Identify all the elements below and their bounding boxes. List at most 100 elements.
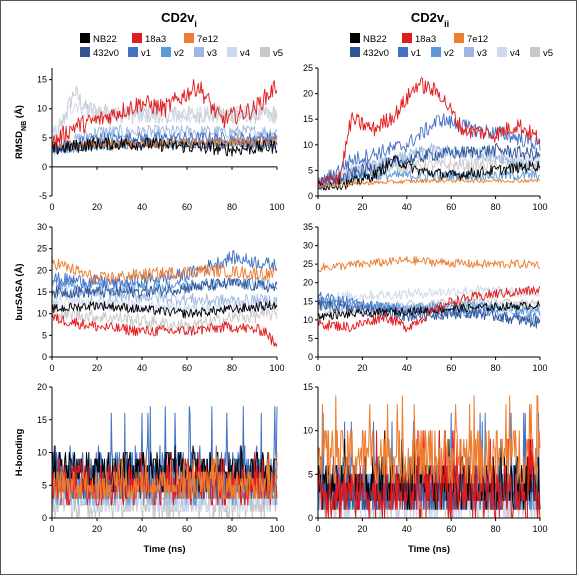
- legend-label: v1: [141, 48, 151, 59]
- series-line-v3: [317, 143, 541, 192]
- series-line-7e12: [317, 256, 541, 273]
- x-tick-label: 80: [491, 363, 501, 373]
- series-line-7e12: [317, 178, 541, 188]
- series-line-v1: [317, 113, 541, 190]
- series-line-7e12: [51, 452, 278, 499]
- legend-label: v2: [444, 48, 454, 59]
- x-tick-label: 60: [182, 202, 192, 212]
- y-axis-label: burSASA (Å): [14, 263, 25, 320]
- series-line-7e12: [51, 256, 278, 285]
- x-tick-label: 60: [446, 363, 456, 373]
- y-tick-label: 0: [42, 162, 47, 172]
- y-tick-label: 0: [308, 352, 313, 362]
- x-tick-label: 20: [92, 202, 102, 212]
- y-tick-label: 20: [37, 382, 47, 392]
- y-tick-label: 0: [308, 513, 313, 523]
- series-line-nb22: [51, 136, 278, 157]
- y-tick-label: 5: [42, 330, 47, 340]
- y-tick-label: 30: [303, 241, 313, 251]
- x-tick-label: 40: [137, 363, 147, 373]
- series-line-nb22: [51, 300, 278, 319]
- x-axis-label: Time (ns): [143, 544, 185, 555]
- y-tick-label: 5: [308, 165, 313, 175]
- y-tick-label: 10: [37, 104, 47, 114]
- y-tick-label: 35: [303, 222, 313, 232]
- legend-label: 18a3: [415, 34, 436, 45]
- y-tick-label: 20: [303, 89, 313, 99]
- column-title-base: CD2v: [161, 10, 195, 25]
- legend: NB22 18a3 7e12 432v0 v1 v2 v3 v4 v5: [350, 33, 553, 59]
- series-line-18a3: [317, 77, 541, 190]
- column-title-base: CD2v: [411, 10, 445, 25]
- legend-label: v5: [273, 48, 283, 59]
- y-tick-label: 5: [42, 133, 47, 143]
- series-line-v4: [317, 285, 541, 303]
- x-tick-label: 80: [227, 202, 237, 212]
- column-title-subscript: ii: [444, 19, 449, 29]
- x-tick-label: 40: [137, 202, 147, 212]
- x-tick-label: 40: [402, 363, 412, 373]
- series-line-18a3: [317, 285, 541, 333]
- legend-swatch: [398, 47, 408, 57]
- legend-swatch: [497, 47, 507, 57]
- x-axis-label: Time (ns): [408, 544, 450, 555]
- x-tick-label: 60: [182, 524, 192, 534]
- series-line-nb22: [317, 155, 541, 191]
- chart-panel-hb-i: 0 5 10 15 20 0 20 40 60 80 100 H-bonding Time (ns): [14, 382, 285, 555]
- y-tick-label: 5: [308, 333, 313, 343]
- x-tick-label: 80: [491, 202, 501, 212]
- x-tick-label: 40: [137, 524, 147, 534]
- legend-swatch: [464, 47, 474, 57]
- column-title: CD2vii: [411, 10, 449, 29]
- series-line-v5: [51, 306, 278, 334]
- y-tick-label: 20: [37, 265, 47, 275]
- x-tick-label: 0: [315, 202, 320, 212]
- column-title-subscript: i: [194, 19, 197, 29]
- legend-swatch: [530, 47, 540, 57]
- x-tick-label: 20: [92, 524, 102, 534]
- x-tick-label: 20: [357, 202, 367, 212]
- legend-label: 7e12: [197, 34, 218, 45]
- legend-swatch: [132, 33, 142, 43]
- x-tick-label: 80: [227, 524, 237, 534]
- x-tick-label: 0: [315, 524, 320, 534]
- x-tick-label: 40: [402, 202, 412, 212]
- legend-label: 18a3: [145, 34, 166, 45]
- series-line-v2: [317, 169, 541, 189]
- series-line-v4: [317, 149, 541, 189]
- legend-label: NB22: [363, 34, 387, 45]
- legend-label: v5: [543, 48, 553, 59]
- legend-swatch: [80, 33, 90, 43]
- y-tick-label: 0: [42, 352, 47, 362]
- series-line-432v0: [317, 142, 541, 190]
- legend-swatch: [80, 47, 90, 57]
- x-tick-label: 0: [315, 363, 320, 373]
- legend-label: v3: [207, 48, 217, 59]
- x-tick-label: 20: [357, 363, 367, 373]
- legend-swatch: [184, 33, 194, 43]
- x-tick-label: 100: [532, 202, 547, 212]
- x-tick-label: 60: [446, 202, 456, 212]
- y-tick-label: 15: [303, 296, 313, 306]
- x-tick-label: 0: [49, 363, 54, 373]
- y-axis-label-text: burSASA (Å): [14, 263, 25, 320]
- legend-label: 432v0: [363, 48, 389, 59]
- legend-label: v4: [240, 48, 250, 59]
- y-tick-label: 5: [42, 480, 47, 490]
- legend-swatch: [350, 33, 360, 43]
- x-tick-label: 0: [49, 524, 54, 534]
- y-tick-label: 25: [303, 63, 313, 73]
- legend-swatch: [227, 47, 237, 57]
- legend-label: 7e12: [467, 34, 488, 45]
- y-tick-label: 10: [37, 309, 47, 319]
- y-tick-label: 10: [303, 426, 313, 436]
- y-axis-label: RMSDNB (Å): [14, 105, 28, 159]
- series-line-v2: [317, 297, 541, 317]
- x-tick-label: 60: [446, 524, 456, 534]
- x-tick-label: 100: [269, 202, 284, 212]
- column-title: CD2vi: [161, 10, 197, 29]
- legend-swatch: [260, 47, 270, 57]
- y-axis-label-text: RMSD: [14, 131, 25, 159]
